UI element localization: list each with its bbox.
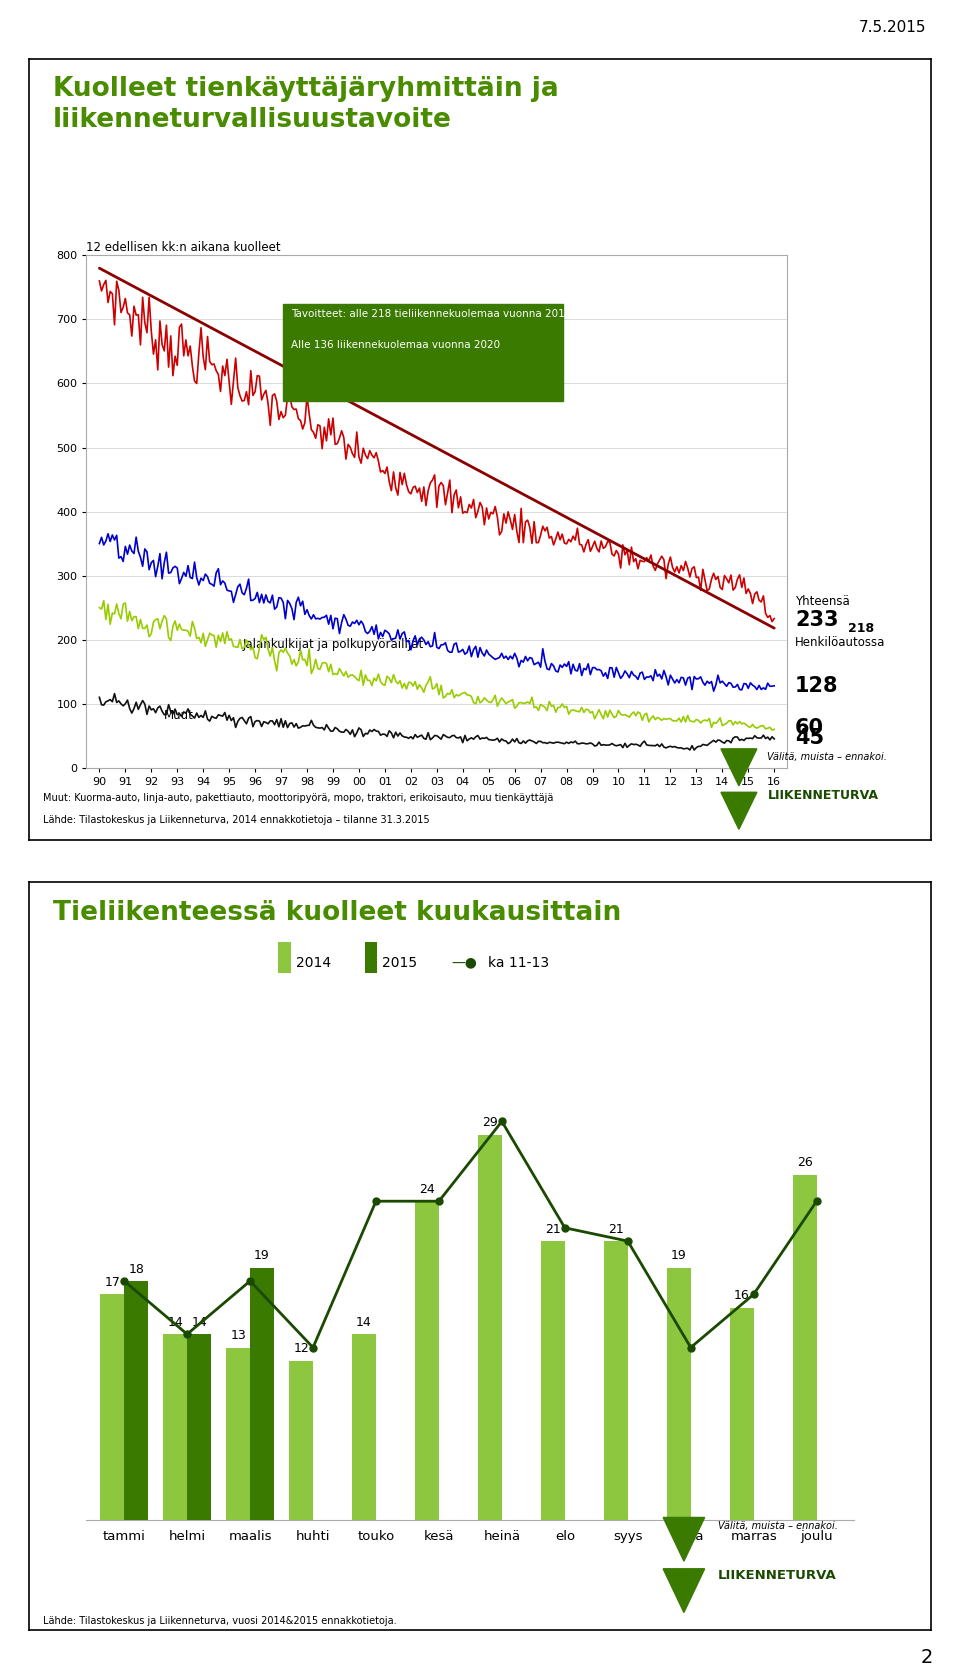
Text: 14: 14 — [191, 1315, 207, 1329]
Bar — [730, 1307, 754, 1520]
Text: 21: 21 — [545, 1223, 561, 1236]
Text: ka 11-13: ka 11-13 — [488, 956, 549, 969]
Bar — [163, 1334, 187, 1520]
Text: Muut: Muut — [164, 709, 194, 722]
Bar — [289, 1361, 313, 1520]
Bar — [604, 1242, 628, 1520]
Text: 2015: 2015 — [382, 956, 418, 969]
Bar — [187, 1334, 211, 1520]
Text: 18: 18 — [129, 1263, 144, 1275]
Text: 19: 19 — [254, 1250, 270, 1262]
Bar — [100, 1294, 124, 1520]
Text: 19: 19 — [671, 1250, 686, 1262]
Text: Jalankulkijat ja polkupyöräilijät: Jalankulkijat ja polkupyöräilijät — [242, 638, 423, 650]
Text: LIIKENNETURVA: LIIKENNETURVA — [767, 788, 878, 801]
Text: 128: 128 — [795, 675, 838, 696]
Text: 26: 26 — [797, 1156, 812, 1169]
Text: 14: 14 — [167, 1315, 183, 1329]
Text: Alle 136 liikennekuolemaa vuonna 2020: Alle 136 liikennekuolemaa vuonna 2020 — [291, 339, 500, 349]
Bar — [227, 1347, 250, 1520]
Text: 13: 13 — [230, 1329, 246, 1342]
Text: 2014: 2014 — [296, 956, 331, 969]
Text: Lähde: Tilastokeskus ja Liikenneturva, 2014 ennakkotietoja – tilanne 31.3.2015: Lähde: Tilastokeskus ja Liikenneturva, 2… — [43, 815, 430, 825]
Text: 21: 21 — [608, 1223, 624, 1236]
Text: Välitä, muista – ennakoi.: Välitä, muista – ennakoi. — [767, 751, 887, 761]
Bar — [540, 1242, 564, 1520]
Bar — [352, 1334, 376, 1520]
Text: Henkilöautossa: Henkilöautossa — [795, 637, 885, 650]
Text: 12 edellisen kk:n aikana kuolleet: 12 edellisen kk:n aikana kuolleet — [86, 242, 281, 254]
Bar — [250, 1268, 274, 1520]
Bar — [667, 1268, 691, 1520]
Text: 233: 233 — [795, 610, 838, 630]
Text: Yhteensä: Yhteensä — [795, 595, 850, 608]
Text: Välitä, muista – ennakoi.: Välitä, muista – ennakoi. — [718, 1520, 837, 1530]
Bar — [793, 1174, 817, 1520]
Bar — [478, 1134, 502, 1520]
Polygon shape — [663, 1569, 705, 1613]
Text: 12: 12 — [293, 1342, 309, 1356]
Text: 16: 16 — [733, 1289, 750, 1302]
Text: 2: 2 — [921, 1648, 933, 1667]
Text: Tavoitteet: alle 218 tieliikennekuolemaa vuonna 2014.: Tavoitteet: alle 218 tieliikennekuolemaa… — [291, 309, 575, 319]
FancyBboxPatch shape — [282, 304, 563, 402]
Text: 60: 60 — [795, 717, 824, 738]
Text: 24: 24 — [420, 1183, 435, 1196]
Bar — [124, 1280, 148, 1520]
Text: Lähde: Tilastokeskus ja Liikenneturva, vuosi 2014&2015 ennakkotietoja.: Lähde: Tilastokeskus ja Liikenneturva, v… — [43, 1616, 396, 1626]
Text: 218: 218 — [848, 622, 874, 635]
Text: LIIKENNETURVA: LIIKENNETURVA — [718, 1569, 836, 1583]
Text: 45: 45 — [795, 729, 824, 748]
Text: Tieliikenteessä kuolleet kuukausittain: Tieliikenteessä kuolleet kuukausittain — [53, 900, 621, 926]
Text: —●: —● — [451, 956, 477, 969]
Polygon shape — [721, 793, 756, 830]
Bar — [415, 1201, 439, 1520]
Text: 14: 14 — [356, 1315, 372, 1329]
Text: Muut: Kuorma-auto, linja-auto, pakettiauto, moottoripyörä, mopo, traktori, eriko: Muut: Kuorma-auto, linja-auto, pakettiau… — [43, 793, 554, 803]
Text: 29: 29 — [482, 1117, 498, 1129]
Text: Kuolleet tienkäyttäjäryhmittäin ja
liikenneturvallisuustavoite: Kuolleet tienkäyttäjäryhmittäin ja liike… — [53, 76, 559, 133]
Polygon shape — [663, 1517, 705, 1561]
Polygon shape — [721, 749, 756, 786]
Text: 7.5.2015: 7.5.2015 — [859, 20, 926, 35]
Text: 17: 17 — [105, 1277, 120, 1289]
